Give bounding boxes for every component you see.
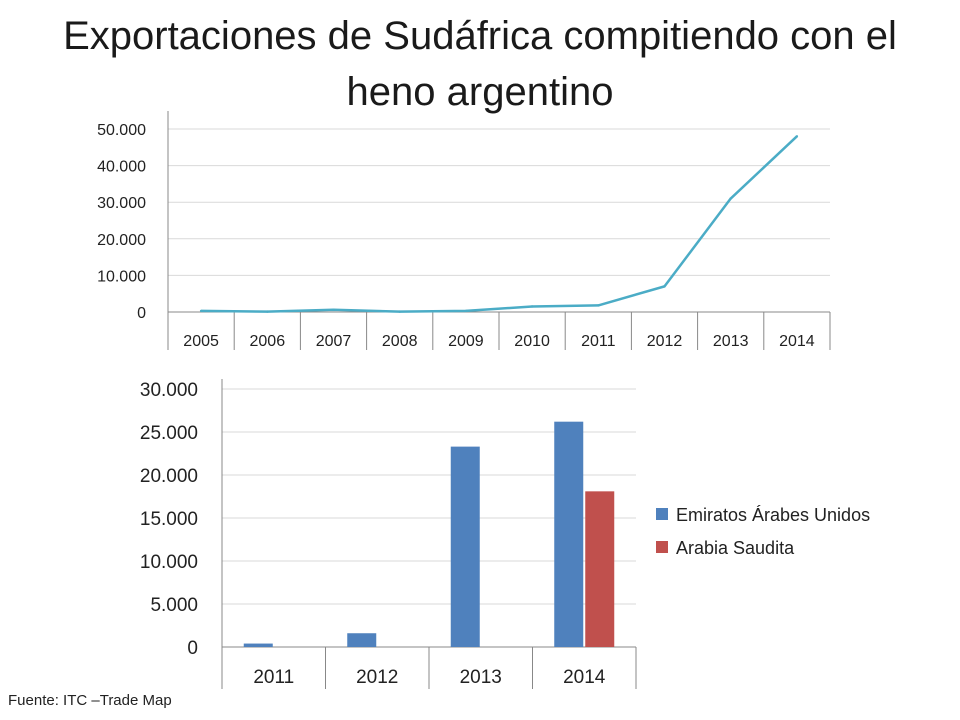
line-chart-x-tick-label: 2010 [514, 333, 550, 350]
line-chart-point [332, 308, 335, 312]
line-chart-y-tick-label: 30.000 [97, 195, 146, 212]
legend-label: Arabia Saudita [676, 538, 795, 558]
legend-swatch [656, 541, 668, 553]
bar-chart-bar [585, 491, 615, 647]
line-chart-x-tick-label: 2014 [779, 333, 815, 350]
bar-chart-bar [243, 643, 273, 647]
line-chart-series-line [201, 135, 798, 313]
line-chart-y-tick-label: 50.000 [97, 122, 146, 139]
bar-chart-bars [243, 421, 615, 647]
source-note: Fuente: ITC –Trade Map [8, 692, 172, 709]
line-chart-y-tick-label: 10.000 [97, 268, 146, 285]
bar-chart-x-tick-label: 2011 [253, 667, 294, 688]
line-chart-point [530, 305, 534, 308]
line-chart-point [663, 285, 666, 288]
bar-chart-bar [450, 446, 480, 647]
line-chart-point [729, 197, 732, 200]
bar-chart-legend: Emiratos Árabes Unidos Arabia Saudita [656, 505, 870, 558]
bar-chart-bar [554, 421, 584, 647]
bar-chart-x-tick-label: 2014 [563, 667, 606, 688]
line-chart-x-tick-label: 2005 [183, 333, 219, 350]
bar-chart-y-tick-label: 10.000 [140, 552, 198, 573]
line-chart-x-tick-label: 2012 [647, 333, 683, 350]
bar-chart-y-tick-label: 30.000 [140, 380, 198, 401]
legend-label: Emiratos Árabes Unidos [676, 505, 870, 525]
line-chart-gridlines [168, 128, 830, 276]
line-chart-x-tick-label: 2013 [713, 333, 749, 350]
line-chart-x-tick-label: 2009 [448, 333, 484, 350]
line-chart-y-tick-label: 40.000 [97, 159, 146, 176]
line-chart-x-tick-label: 2006 [250, 333, 286, 350]
line-chart-point [199, 309, 203, 313]
legend-swatch [656, 508, 668, 520]
bar-chart-bar [347, 633, 377, 647]
line-chart-y-tick-label: 0 [137, 305, 146, 322]
slide-title: Exportaciones de Sudáfrica compitiendo c… [63, 14, 897, 114]
line-chart-tick-labels: 0 10.000 20.000 30.000 40.000 50.000 2005 2006 2… [97, 122, 815, 350]
line-chart-point [398, 310, 401, 313]
bar-chart-y-tick-label: 0 [187, 638, 198, 659]
bar-chart-y-tick-label: 25.000 [140, 423, 198, 444]
line-chart-point [266, 310, 269, 313]
line-chart-x-tick-label: 2011 [581, 333, 616, 350]
line-chart-x-tick-label: 2008 [382, 333, 418, 350]
bar-chart-y-tick-label: 5.000 [150, 595, 198, 616]
line-chart-x-tick-label: 2007 [316, 333, 352, 350]
line-chart-point [795, 135, 799, 138]
line-chart-series [199, 135, 799, 313]
bar-chart-y-tick-label: 20.000 [140, 466, 198, 487]
bar-chart-tick-labels: 0 5.000 10.000 15.000 20.000 25.000 30.000 2011… [140, 380, 606, 688]
bar-chart-x-tick-label: 2012 [356, 667, 398, 688]
bar-chart-y-tick-label: 15.000 [140, 509, 198, 530]
bar-chart-x-tick-label: 2013 [460, 667, 502, 688]
line-chart-point [597, 304, 600, 307]
line-chart-y-tick-label: 20.000 [97, 232, 146, 249]
line-chart-point [464, 309, 468, 313]
